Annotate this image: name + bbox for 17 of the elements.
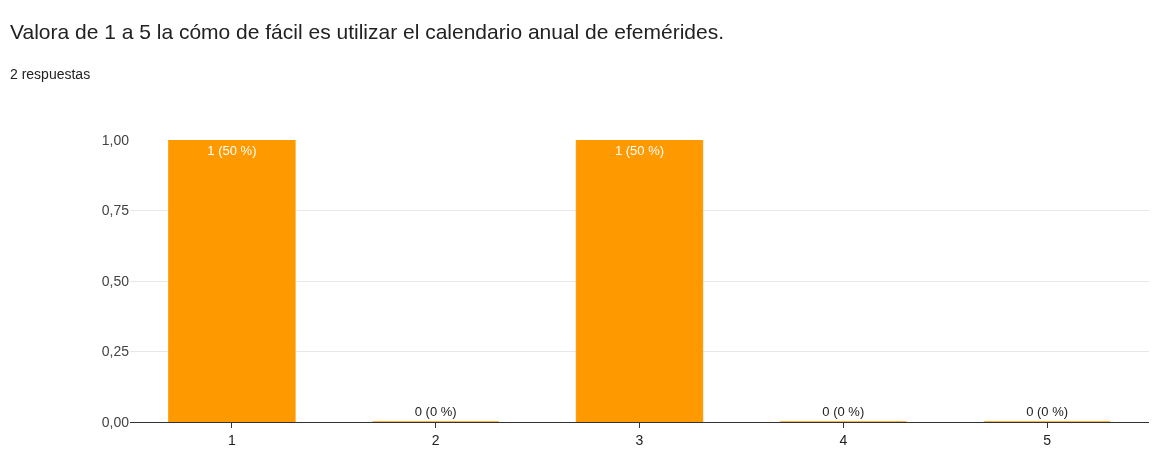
data-label: 1 (50 %) xyxy=(207,143,257,158)
x-tick-label: 2 xyxy=(431,431,440,448)
data-label: 0 (0 %) xyxy=(414,404,457,419)
data-label: 0 (0 %) xyxy=(822,404,865,419)
y-tick-label: 0,75 xyxy=(101,202,130,219)
x-tick-label: 3 xyxy=(635,431,644,448)
data-label: 0 (0 %) xyxy=(1026,404,1069,419)
y-tick-label: 0,00 xyxy=(101,413,130,430)
chart-title: Valora de 1 a 5 la cómo de fácil es utilizar el calendario anual de efemérides. xyxy=(10,20,725,43)
chart-subtitle: 2 respuestas xyxy=(10,66,91,82)
y-tick-label: 0,25 xyxy=(101,343,130,360)
y-tick-label: 0,50 xyxy=(101,272,130,289)
x-tick-label: 1 xyxy=(228,431,236,448)
x-tick-label: 4 xyxy=(839,431,848,448)
x-tick-label: 5 xyxy=(1043,431,1052,448)
y-tick-label: 1,00 xyxy=(101,131,130,148)
data-label: 1 (50 %) xyxy=(614,143,665,158)
